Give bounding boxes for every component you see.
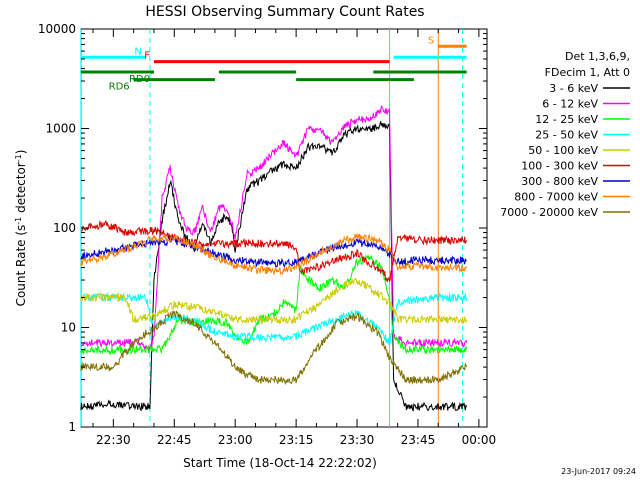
series-line-9 xyxy=(80,310,468,386)
legend-label-7: 300 - 800 keV xyxy=(521,175,598,188)
legend-label-8: 800 - 7000 keV xyxy=(514,191,598,204)
series-line-1 xyxy=(80,121,468,412)
series-group xyxy=(80,105,468,412)
y-tick-label-3: 100 xyxy=(53,221,76,235)
flag-bars: NFSRD0RD6 xyxy=(80,35,467,93)
timestamp: 23-Jun-2017 09:24 xyxy=(561,467,636,476)
y-tick-label-1: 1 xyxy=(68,420,76,434)
y-tick-label-5: 10000 xyxy=(38,22,76,36)
legend-label-9: 7000 - 20000 keV xyxy=(500,206,598,219)
chart-title: HESSI Observing Summary Count Rates xyxy=(145,4,424,20)
x-tick-label-5: 23:30 xyxy=(340,433,375,447)
legend-label-4: 25 - 50 keV xyxy=(535,129,598,142)
legend-label-1: 3 - 6 keV xyxy=(549,82,598,95)
series-line-6 xyxy=(80,219,468,284)
y-tick-label-4: 1000 xyxy=(45,122,76,136)
y-tick-label-2: 10 xyxy=(61,321,76,335)
series-line-8 xyxy=(80,232,468,276)
series-line-4 xyxy=(80,292,468,348)
x-tick-label-3: 23:00 xyxy=(218,433,253,447)
x-tick-label-2: 22:45 xyxy=(157,433,192,447)
vertical-markers xyxy=(80,29,464,427)
x-axis-label: Start Time (18-Oct-14 22:22:02) xyxy=(183,456,377,470)
x-tick-label-4: 23:15 xyxy=(279,433,314,447)
flag-label-2: F xyxy=(144,51,150,62)
legend-label-3: 12 - 25 keV xyxy=(535,113,598,126)
x-tick-label-1: 22:30 xyxy=(96,433,131,447)
x-tick-label-7: 00:00 xyxy=(462,433,497,447)
x-tick-label-6: 23:45 xyxy=(401,433,436,447)
flag-label-1: N xyxy=(134,46,141,57)
flag-label-5: RD6 xyxy=(109,82,130,93)
legend-label-2: 6 - 12 keV xyxy=(542,98,598,111)
legend-header-2: FDecim 1, Att 0 xyxy=(545,66,630,79)
x-axis: 22:30 22:45 23:00 23:15 23:30 23:45 00:00 xyxy=(92,29,497,447)
legend-label-6: 100 - 300 keV xyxy=(521,160,598,173)
y-axis-label: Count Rate (s-1 detector-1) xyxy=(14,150,29,307)
flag-label-3: S xyxy=(428,35,434,46)
legend-header-1: Det 1,3,6,9, xyxy=(565,50,630,63)
legend-label-5: 50 - 100 keV xyxy=(528,144,598,157)
plot-frame xyxy=(80,28,488,428)
y-axis: 1 10 100 1000 10000 xyxy=(38,22,487,434)
legend: Det 1,3,6,9, FDecim 1, Att 0 3 - 6 keV 6 … xyxy=(500,50,630,219)
series-line-5 xyxy=(80,277,468,325)
